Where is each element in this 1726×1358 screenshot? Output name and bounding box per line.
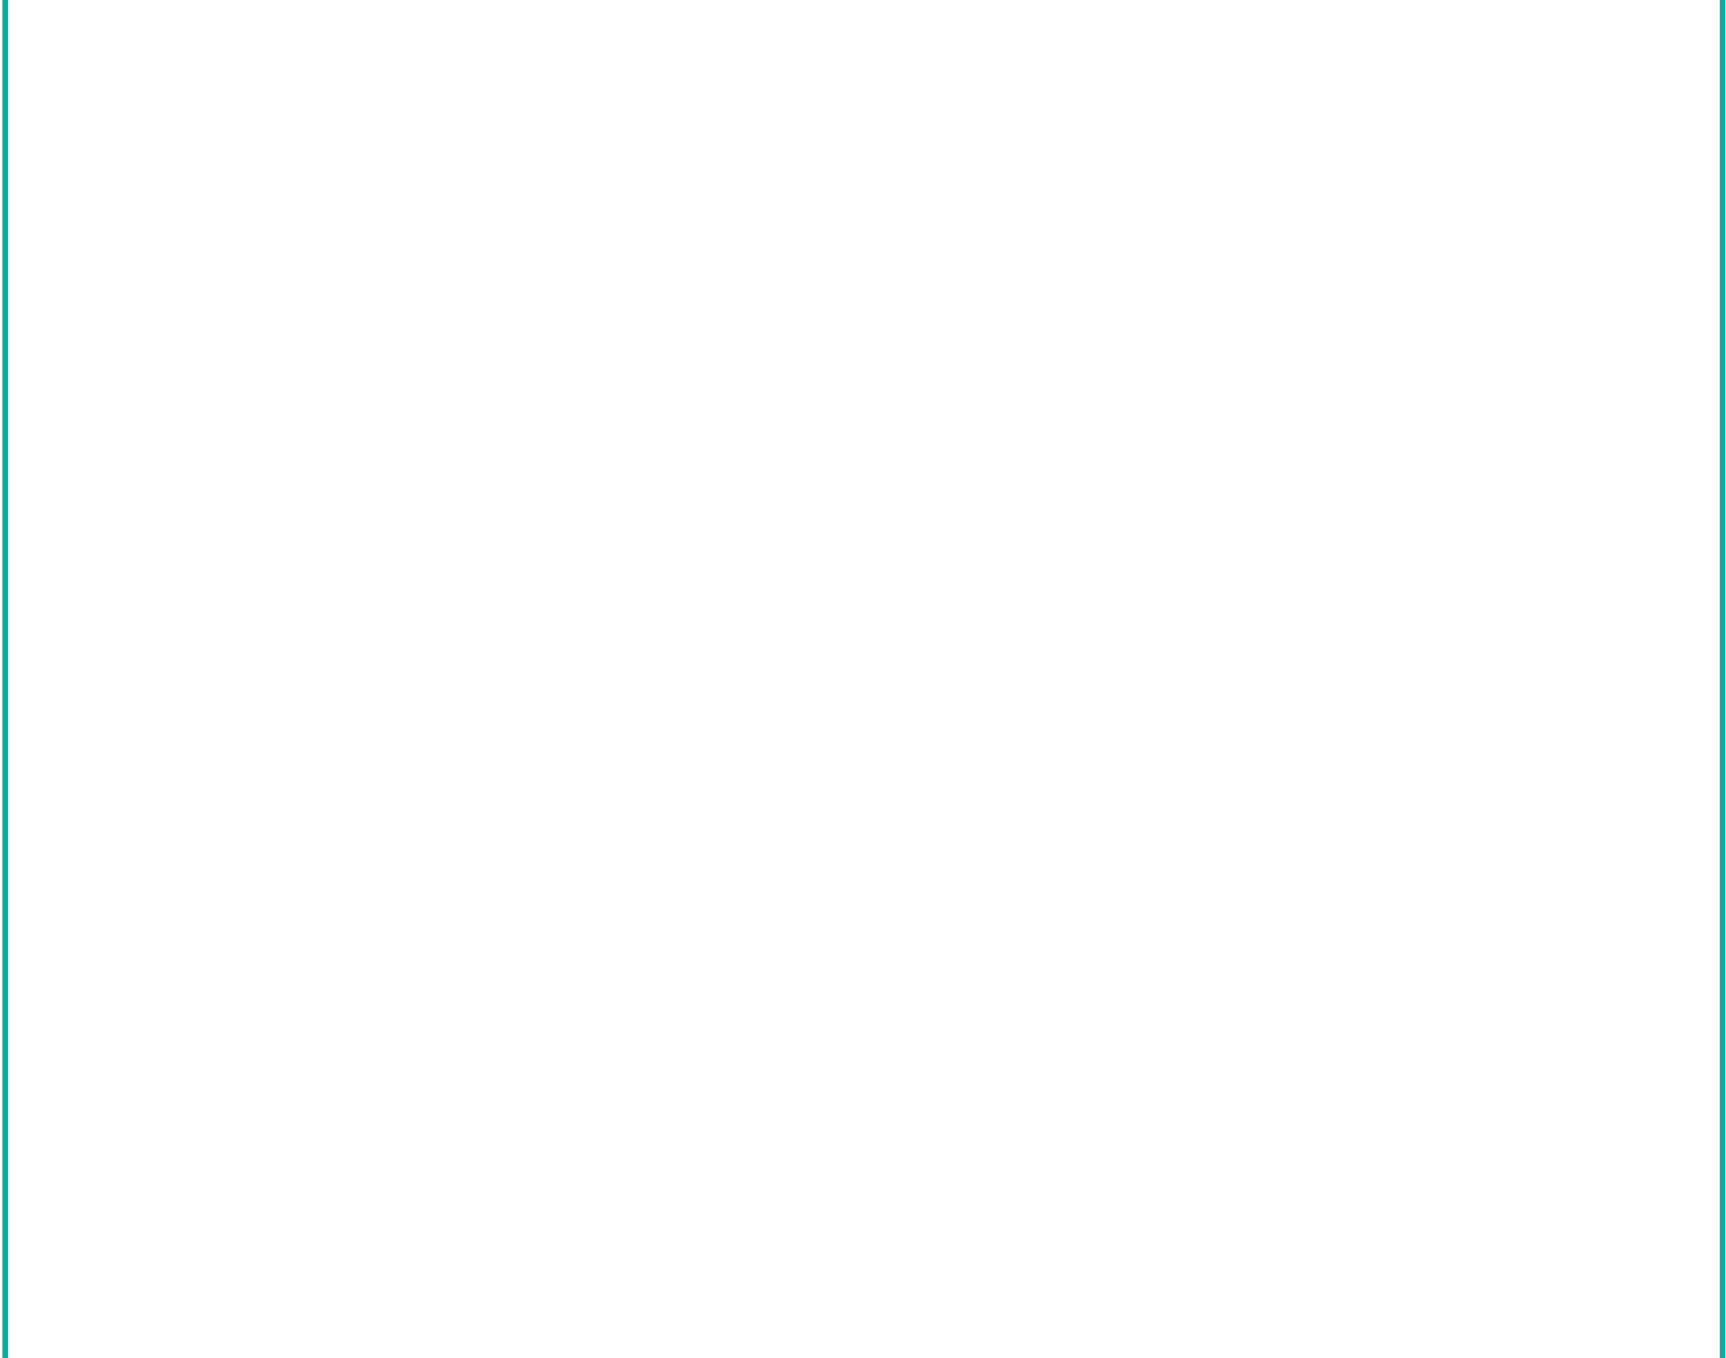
Point <box>143 285 171 307</box>
Point <box>343 337 371 359</box>
Point <box>418 418 445 440</box>
Y-axis label: PFS (%): PFS (%) <box>57 627 78 708</box>
Point <box>854 589 882 611</box>
Point <box>659 498 687 520</box>
Point <box>539 376 566 398</box>
Text: median PFS
not yet
reached for
DVMP: median PFS not yet reached for DVMP <box>1502 534 1591 608</box>
Point <box>1049 492 1077 513</box>
Text: 2: 2 <box>1417 1027 1427 1042</box>
Text: 35: 35 <box>1255 1059 1274 1074</box>
Point <box>461 363 488 384</box>
Point <box>576 383 604 405</box>
Text: 61: 61 <box>1096 1027 1115 1042</box>
Text: alone (‘P<0.0001)¹: alone (‘P<0.0001)¹ <box>202 189 585 223</box>
Point <box>1198 718 1225 740</box>
Text: 127: 127 <box>934 1027 963 1042</box>
Text: VMP: VMP <box>26 1027 59 1042</box>
Text: 50%: 50% <box>209 1152 335 1203</box>
Point <box>977 648 1005 669</box>
Point <box>854 444 882 466</box>
Point <box>539 447 566 469</box>
Point <box>502 437 530 459</box>
Point <box>302 327 330 349</box>
Text: 285: 285 <box>775 1059 804 1074</box>
Text: 18: 18 <box>1255 1027 1274 1042</box>
Point <box>618 388 646 410</box>
Point <box>418 353 445 375</box>
Point <box>818 435 846 456</box>
Polygon shape <box>939 1085 1685 1329</box>
Text: 303: 303 <box>302 1027 330 1042</box>
Text: 298: 298 <box>618 1059 646 1074</box>
Text: 231: 231 <box>775 1027 804 1042</box>
Point <box>576 460 604 482</box>
Point <box>1408 531 1436 553</box>
Point <box>734 538 761 559</box>
Text: 350: 350 <box>143 1059 173 1074</box>
Text: 261: 261 <box>618 1027 646 1042</box>
Point <box>186 299 214 320</box>
Text: 179: 179 <box>934 1059 963 1074</box>
X-axis label: Months: Months <box>870 1123 946 1143</box>
Text: 0: 0 <box>1574 1027 1584 1042</box>
Point <box>1170 521 1198 543</box>
Text: 93: 93 <box>1096 1059 1115 1074</box>
Text: 10: 10 <box>1412 1059 1431 1074</box>
Text: No. at risk: No. at risk <box>26 994 104 1009</box>
Text: 312: 312 <box>459 1059 488 1074</box>
Point <box>461 428 488 449</box>
Point <box>697 517 725 539</box>
Text: VMP: VMP <box>1502 739 1557 759</box>
Text: REDUCTION: REDUCTION <box>209 1260 300 1275</box>
Point <box>302 363 330 384</box>
Point <box>892 608 920 630</box>
Text: 322: 322 <box>302 1059 330 1074</box>
Point <box>977 473 1005 494</box>
Point <box>143 285 171 307</box>
Point <box>381 402 409 424</box>
Point <box>1134 512 1162 534</box>
Point <box>261 344 288 365</box>
Point <box>1093 502 1120 524</box>
Point <box>1329 531 1357 553</box>
Point <box>734 414 761 436</box>
Point <box>1355 758 1383 779</box>
Point <box>1039 679 1067 701</box>
Text: DVMP: DVMP <box>26 1059 71 1074</box>
Point <box>381 344 409 365</box>
Point <box>1118 699 1146 721</box>
Point <box>934 463 961 485</box>
Point <box>777 424 804 445</box>
Point <box>186 304 214 326</box>
Point <box>818 570 846 592</box>
Text: 276: 276 <box>459 1027 488 1042</box>
Point <box>223 325 250 346</box>
Point <box>659 395 687 417</box>
Point <box>223 308 250 330</box>
Text: in the risk of disease progression or death: in the risk of disease progression or de… <box>473 1157 1141 1184</box>
Point <box>618 479 646 501</box>
FancyArrow shape <box>0 136 587 140</box>
Point <box>343 383 371 405</box>
Text: DVMP: DVMP <box>1502 512 1574 532</box>
Point <box>697 405 725 426</box>
Point <box>1250 528 1277 550</box>
Point <box>892 454 920 475</box>
Point <box>261 318 288 340</box>
Point <box>1434 737 1462 759</box>
Point <box>934 627 961 649</box>
Point <box>777 557 804 579</box>
Text: DARZALEX® + VMP (n=350); VMP (n=356);
HR=0.50; 95% CI: 0.38, 0.65; P<0.0001.: DARZALEX® + VMP (n=350); VMP (n=356); HR… <box>236 858 559 895</box>
Text: DARZALEX® + VMP significantly improved PFS vs VMP: DARZALEX® + VMP significantly improved P… <box>202 91 1319 125</box>
Text: 356: 356 <box>143 1027 173 1042</box>
Text: 0: 0 <box>1574 1059 1584 1074</box>
Point <box>1013 482 1041 504</box>
Point <box>502 369 530 391</box>
Point <box>1276 737 1303 759</box>
Text: with DARZALEX® + VMP vs VMP alone: with DARZALEX® + VMP vs VMP alone <box>473 1247 906 1266</box>
